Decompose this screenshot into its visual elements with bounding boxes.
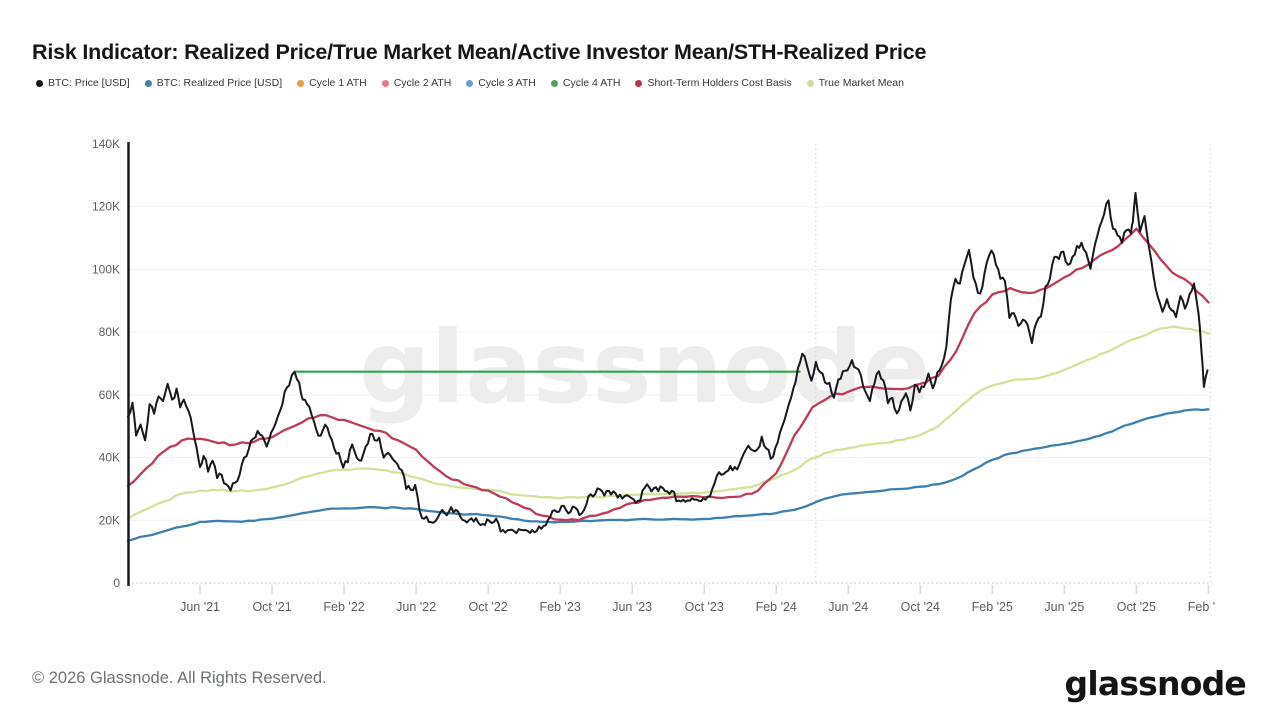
series-btc-price-usd xyxy=(127,191,1209,535)
x-tick-label: Feb '25 xyxy=(972,600,1013,614)
legend-item-0[interactable]: BTC: Price [USD] xyxy=(36,77,130,89)
y-tick-label: 0 xyxy=(113,576,120,590)
y-tick-label: 80K xyxy=(99,325,120,339)
x-tick-label: Oct '22 xyxy=(469,600,508,614)
copyright-text: © 2026 Glassnode. All Rights Reserved. xyxy=(32,669,327,687)
x-tick-label: Jun '23 xyxy=(612,600,652,614)
legend-item-2[interactable]: Cycle 1 ATH xyxy=(297,77,367,89)
x-tick-label: Jun '21 xyxy=(180,600,220,614)
legend-dot-icon xyxy=(297,79,305,87)
x-tick-label: Feb '23 xyxy=(540,600,581,614)
y-tick-label: 40K xyxy=(99,451,120,465)
x-tick-label: Feb '26 xyxy=(1188,600,1229,614)
legend-item-label: True Market Mean xyxy=(818,77,904,89)
x-tick-label: Jun '24 xyxy=(828,600,868,614)
legend-item-label: Cycle 3 ATH xyxy=(478,77,536,89)
x-tick-label: Oct '21 xyxy=(252,600,291,614)
y-tick-label: 100K xyxy=(92,262,120,276)
legend-dot-icon xyxy=(635,79,643,87)
x-tick-label: Oct '24 xyxy=(901,600,940,614)
legend-dot-icon xyxy=(550,79,558,87)
legend-item-label: Cycle 4 ATH xyxy=(562,77,621,89)
legend-dot-icon xyxy=(144,79,152,87)
x-tick-label: Feb '22 xyxy=(323,600,364,614)
legend-item-1[interactable]: BTC: Realized Price [USD] xyxy=(144,77,283,89)
chart-legend: BTC: Price [USD] BTC: Realized Price [USD… xyxy=(36,77,904,89)
legend-dot-icon xyxy=(36,79,43,87)
legend-dot-icon xyxy=(806,79,814,87)
y-tick-label: 60K xyxy=(99,388,120,402)
series-short-term-holders-cost-basis xyxy=(126,227,1210,522)
legend-item-label: Cycle 2 ATH xyxy=(393,77,452,89)
x-tick-label: Jun '25 xyxy=(1044,600,1084,614)
legend-dot-icon xyxy=(466,79,474,87)
glassnode-logo[interactable]: glassnode xyxy=(1064,664,1247,703)
x-tick-label: Oct '23 xyxy=(685,600,724,614)
legend-dot-icon xyxy=(381,79,389,87)
y-tick-label: 120K xyxy=(92,200,120,214)
y-tick-label: 140K xyxy=(92,137,120,151)
legend-item-4[interactable]: Cycle 3 ATH xyxy=(466,77,536,89)
legend-item-3[interactable]: Cycle 2 ATH xyxy=(381,77,452,89)
legend-item-6[interactable]: Short-Term Holders Cost Basis xyxy=(635,77,792,89)
legend-item-label: Short-Term Holders Cost Basis xyxy=(647,77,792,89)
chart-title: Risk Indicator: Realized Price/True Mark… xyxy=(32,40,927,65)
legend-item-label: BTC: Price [USD] xyxy=(48,77,130,89)
x-tick-label: Jun '22 xyxy=(396,600,436,614)
series-btc-realized-price-usd xyxy=(126,408,1210,542)
glassnode-watermark: glassnode xyxy=(359,309,931,426)
legend-item-5[interactable]: Cycle 4 ATH xyxy=(550,77,621,89)
legend-item-label: Cycle 1 ATH xyxy=(309,77,367,89)
y-tick-label: 20K xyxy=(99,513,120,527)
x-tick-label: Feb '24 xyxy=(756,600,797,614)
legend-item-label: BTC: Realized Price [USD] xyxy=(156,77,283,89)
legend-item-7[interactable]: True Market Mean xyxy=(806,77,904,89)
x-axis: Jun '21 Oct '21 Feb '22 Jun '22 Oct '22 Feb '… xyxy=(180,585,1229,614)
x-tick-label: Oct '25 xyxy=(1117,600,1156,614)
